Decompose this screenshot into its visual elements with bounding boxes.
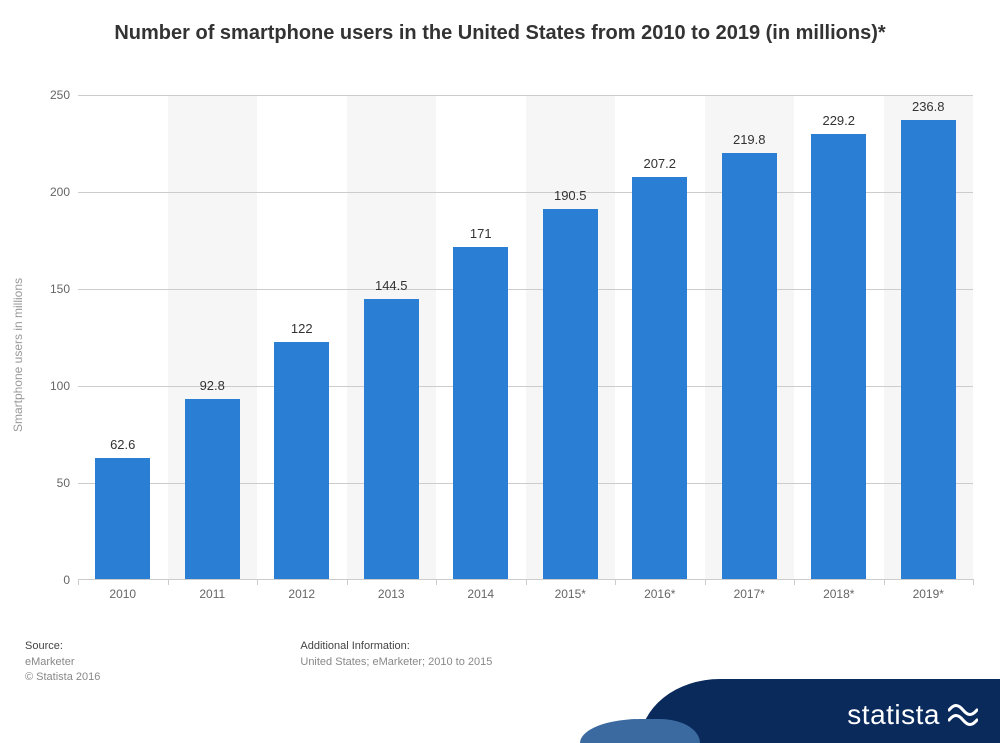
info-line: United States; eMarketer; 2010 to 2015 xyxy=(300,655,492,670)
ytick-label: 50 xyxy=(57,476,70,490)
source-block: Source: eMarketer © Statista 2016 xyxy=(25,640,100,686)
additional-info-block: Additional Information: United States; e… xyxy=(300,640,492,686)
statista-logo-text: statista xyxy=(847,699,940,731)
bar-value-label: 190.5 xyxy=(554,188,587,203)
plot-region: 05010015020025062.6201092.82011122201214… xyxy=(78,95,973,580)
bar: 229.2 xyxy=(811,134,866,579)
xtick-mark xyxy=(615,579,616,585)
info-header: Additional Information: xyxy=(300,640,492,652)
ytick-label: 150 xyxy=(50,282,70,296)
bar-value-label: 207.2 xyxy=(643,156,676,171)
statista-wave-icon xyxy=(948,702,978,728)
xtick-mark xyxy=(257,579,258,585)
statista-logo: statista xyxy=(847,699,978,731)
xtick-label: 2019* xyxy=(913,587,944,601)
xtick-label: 2014 xyxy=(467,587,494,601)
y-axis-title: Smartphone users in millions xyxy=(11,278,25,432)
xtick-mark xyxy=(973,579,974,585)
chart-title: Number of smartphone users in the United… xyxy=(0,0,1000,57)
xtick-label: 2012 xyxy=(288,587,315,601)
bar: 219.8 xyxy=(722,153,777,579)
bar: 190.5 xyxy=(543,209,598,579)
bar-value-label: 92.8 xyxy=(200,378,225,393)
copyright-line: © Statista 2016 xyxy=(25,670,100,685)
ytick-label: 100 xyxy=(50,379,70,393)
ytick-label: 0 xyxy=(63,573,70,587)
bar-value-label: 62.6 xyxy=(110,437,135,452)
ytick-label: 250 xyxy=(50,88,70,102)
xtick-label: 2017* xyxy=(734,587,765,601)
bar-value-label: 236.8 xyxy=(912,99,945,114)
bar-value-label: 171 xyxy=(470,226,492,241)
bar: 122 xyxy=(274,342,329,579)
xtick-mark xyxy=(884,579,885,585)
bar-value-label: 219.8 xyxy=(733,132,766,147)
xtick-mark xyxy=(794,579,795,585)
source-line: eMarketer xyxy=(25,655,100,670)
xtick-label: 2015* xyxy=(555,587,586,601)
gridline xyxy=(78,95,973,96)
source-header: Source: xyxy=(25,640,100,652)
xtick-label: 2018* xyxy=(823,587,854,601)
xtick-mark xyxy=(78,579,79,585)
bar: 92.8 xyxy=(185,399,240,579)
bar: 236.8 xyxy=(901,120,956,579)
bar-value-label: 122 xyxy=(291,321,313,336)
xtick-mark xyxy=(436,579,437,585)
bar: 62.6 xyxy=(95,458,150,579)
xtick-label: 2013 xyxy=(378,587,405,601)
xtick-label: 2016* xyxy=(644,587,675,601)
chart-area: Smartphone users in millions 05010015020… xyxy=(78,95,973,615)
xtick-mark xyxy=(526,579,527,585)
xtick-mark xyxy=(347,579,348,585)
statista-band: statista xyxy=(640,679,1000,743)
xtick-mark xyxy=(168,579,169,585)
bar: 171 xyxy=(453,247,508,579)
ytick-label: 200 xyxy=(50,185,70,199)
xtick-label: 2011 xyxy=(199,587,225,601)
bar-value-label: 229.2 xyxy=(822,113,855,128)
bar: 207.2 xyxy=(632,177,687,579)
xtick-mark xyxy=(705,579,706,585)
bar-value-label: 144.5 xyxy=(375,278,408,293)
bar: 144.5 xyxy=(364,299,419,579)
xtick-label: 2010 xyxy=(109,587,136,601)
